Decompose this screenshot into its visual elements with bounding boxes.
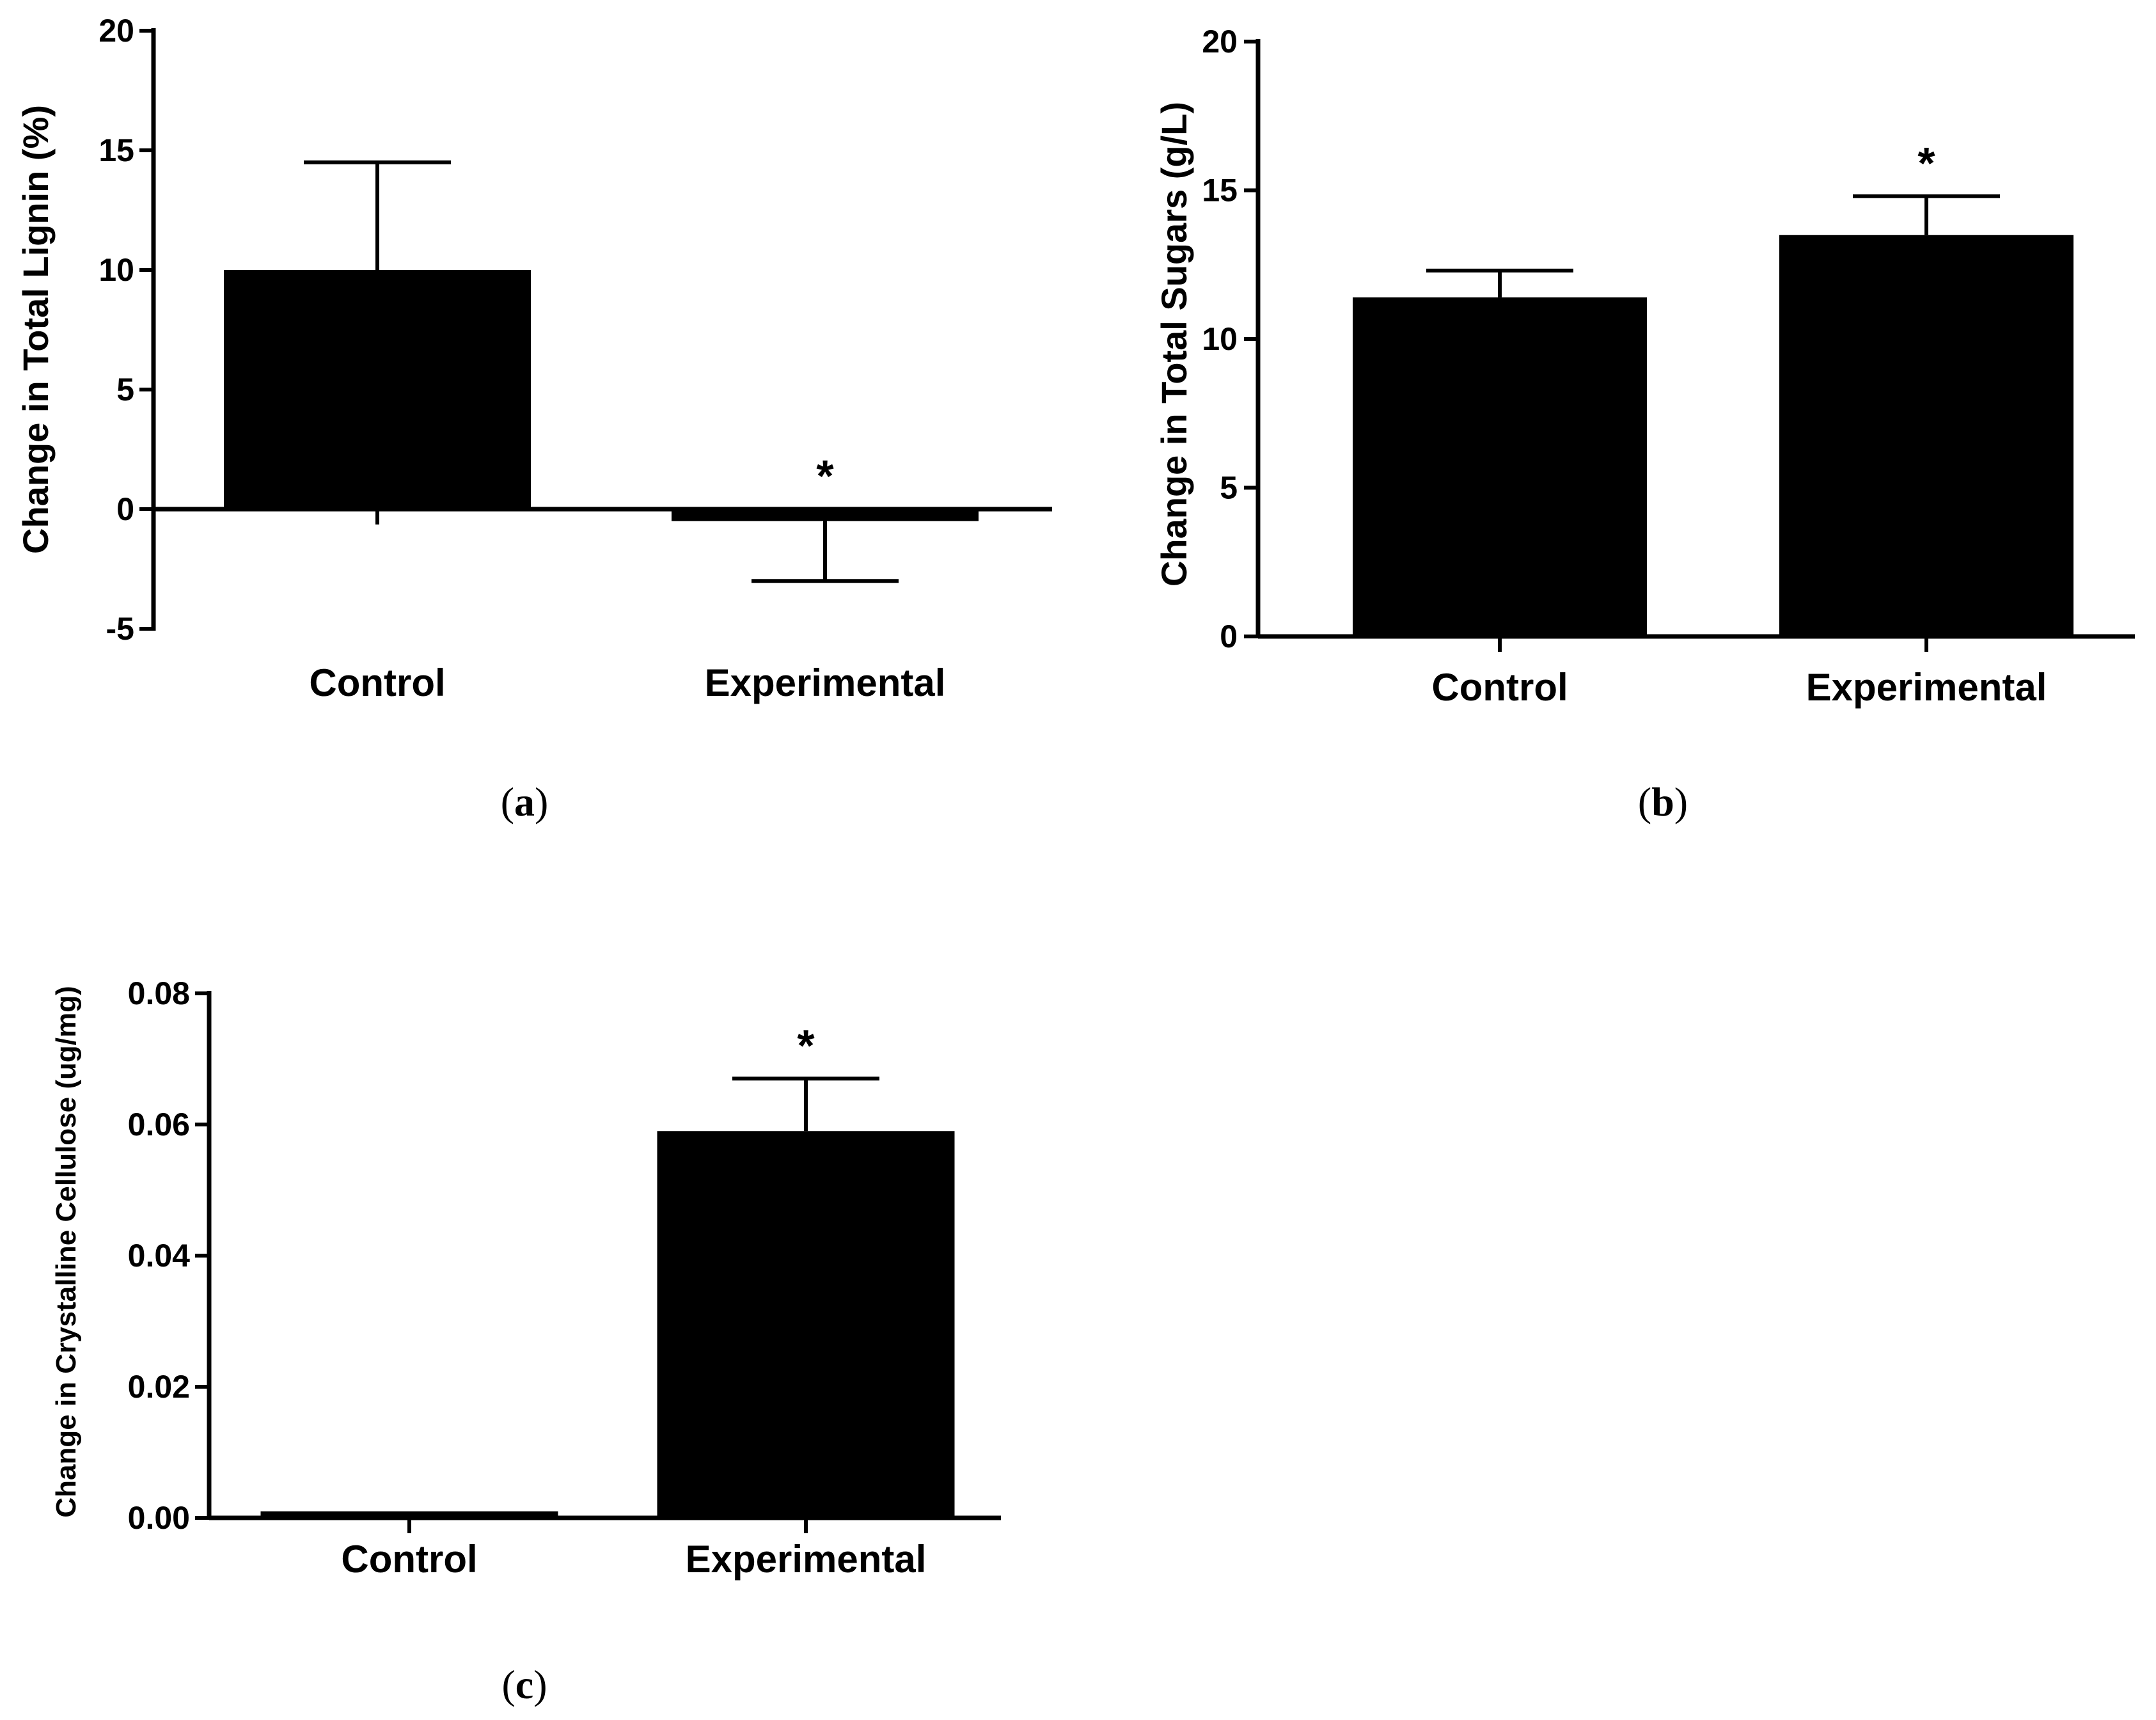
significance-marker: * (797, 1020, 815, 1070)
bar-experimental (1779, 235, 2073, 636)
y-tick-label: 10 (98, 252, 134, 288)
caption-paren-open: ( (501, 779, 514, 824)
y-tick-label: 20 (1202, 24, 1238, 59)
x-category-label-control: Control (1431, 666, 1568, 709)
bar-control (224, 270, 531, 509)
significance-marker: * (1917, 138, 1935, 188)
caption-paren-close: ) (535, 779, 548, 824)
y-tick-label: 10 (1202, 321, 1238, 357)
y-tick-label: 5 (1220, 470, 1238, 506)
panel-caption: (a) (501, 779, 549, 824)
bar-control (260, 1511, 558, 1518)
y-axis-title: Change in Total Lignin (%) (15, 105, 56, 554)
y-tick-label: 0 (116, 491, 134, 527)
y-tick-label: 0.08 (128, 975, 190, 1011)
bar-experimental (657, 1131, 955, 1518)
caption-letter: c (515, 1662, 533, 1707)
y-axis-title: Change in Total Sugars (g/L) (1154, 102, 1194, 587)
y-tick-label: 0.04 (128, 1238, 191, 1274)
panel-caption: (b) (1638, 779, 1688, 824)
y-tick-label: -5 (106, 611, 134, 647)
caption-paren-open: ( (1638, 779, 1651, 824)
y-tick-label: 0.00 (128, 1500, 190, 1536)
y-tick-label: 0 (1220, 619, 1238, 654)
bar-control (1353, 297, 1647, 636)
caption-letter: a (514, 779, 535, 824)
significance-marker: * (816, 451, 834, 501)
caption-paren-open: ( (501, 1662, 515, 1707)
x-category-label-experimental: Experimental (1806, 666, 2047, 709)
chart-panel-a: * -5 0 5 10 15 20 Control Experimental Change in … (15, 13, 1052, 824)
y-tick-label: 0.06 (128, 1107, 190, 1142)
caption-paren-close: ) (533, 1662, 547, 1707)
y-axis-title: Change in Crystalline Cellulose (ug/mg) (51, 986, 82, 1517)
x-category-label-control: Control (341, 1538, 477, 1581)
x-category-label-experimental: Experimental (686, 1538, 927, 1581)
y-tick-label: 20 (98, 13, 134, 49)
panel-caption: (c) (501, 1662, 547, 1707)
y-tick-label: 0.02 (128, 1369, 190, 1405)
chart-panel-b: * 0 5 10 15 20 Control Experimental Change in To… (1154, 24, 2135, 824)
caption-letter: b (1651, 779, 1674, 824)
caption-paren-close: ) (1674, 779, 1688, 824)
x-category-label-experimental: Experimental (705, 661, 946, 704)
y-tick-label: 15 (1202, 173, 1238, 209)
x-category-label-control: Control (309, 661, 445, 704)
y-tick-label: 5 (116, 372, 134, 407)
chart-panel-c: * 0.00 0.02 0.04 0.06 0.08 Control Experimental… (51, 975, 1001, 1707)
y-tick-label: 15 (98, 132, 134, 168)
